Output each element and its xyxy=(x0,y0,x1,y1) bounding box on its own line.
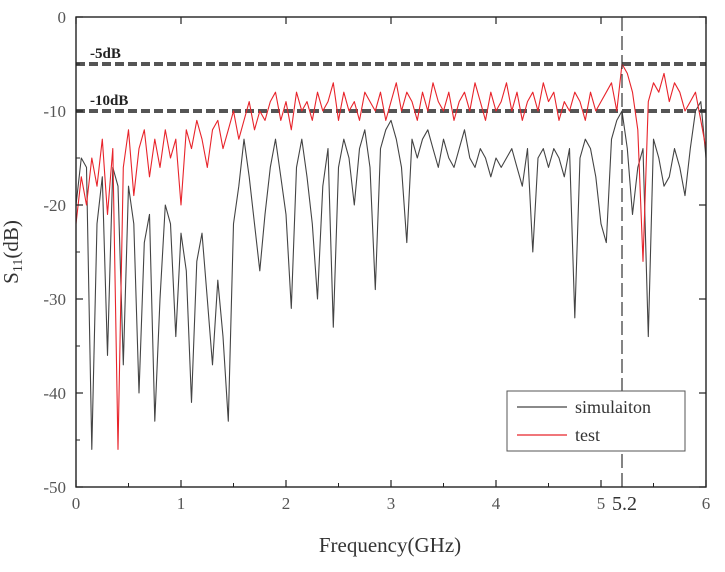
y-axis-title-sub: 11 xyxy=(11,259,26,272)
x-tick-label: 5 xyxy=(597,494,606,513)
y-tick-label: -30 xyxy=(43,290,66,309)
x-tick-label: 6 xyxy=(702,494,711,513)
y-tick-label: -20 xyxy=(43,196,66,215)
x-tick-label: 3 xyxy=(387,494,396,513)
x-axis-title: Frequency(GHz) xyxy=(319,533,461,557)
ref-label-minus10: -10dB xyxy=(90,93,128,109)
x-tick-label: 0 xyxy=(72,494,81,513)
y-axis-title: S11(dB) xyxy=(0,220,26,284)
y-tick-label: 0 xyxy=(58,8,67,27)
axis-ticks xyxy=(75,16,707,488)
reference-lines xyxy=(76,62,706,113)
x-tick-label: 2 xyxy=(282,494,291,513)
axis-tick-labels: 0 1 2 3 4 5 6 0 -10 -20 -30 -40 -50 xyxy=(43,8,710,513)
legend-label-simulation: simulaiton xyxy=(575,397,651,417)
y-tick-label: -50 xyxy=(43,478,66,497)
ref-label-minus5: -5dB xyxy=(90,46,121,62)
y-tick-label: -10 xyxy=(43,102,66,121)
x-tick-label: 1 xyxy=(177,494,186,513)
y-axis-title-main: S xyxy=(0,272,23,284)
legend-box xyxy=(506,390,686,452)
y-tick-label: -40 xyxy=(43,384,66,403)
y-axis-title-unit: (dB) xyxy=(0,220,23,259)
x-tick-label: 4 xyxy=(492,494,501,513)
marker-5-2-label: 5.2 xyxy=(612,493,637,515)
legend: simulaiton test xyxy=(506,390,686,452)
series-line-simulaiton xyxy=(75,101,707,450)
legend-label-test: test xyxy=(575,425,600,445)
series-layer xyxy=(75,63,707,450)
series-line-test xyxy=(75,63,707,450)
